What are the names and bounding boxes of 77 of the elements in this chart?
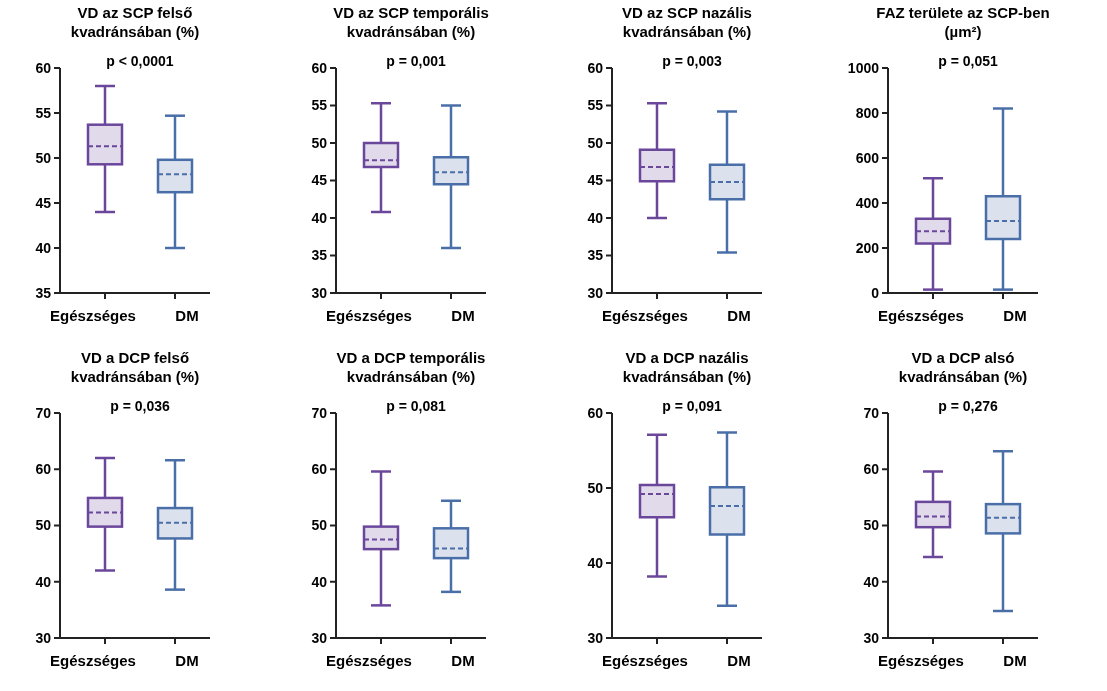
x-tick-label: Egészséges xyxy=(602,652,688,669)
y-tick-label: 60 xyxy=(311,461,328,478)
y-tick-label: 50 xyxy=(311,134,328,151)
y-tick-label: 50 xyxy=(35,149,52,166)
y-tick-label: 40 xyxy=(863,573,880,590)
x-tick-label: DM xyxy=(727,307,751,324)
x-tick-label: Egészséges xyxy=(878,307,964,324)
y-tick-label: 400 xyxy=(855,194,880,211)
y-tick-label: 70 xyxy=(863,404,880,421)
y-tick-label: 40 xyxy=(587,554,604,571)
x-tick-label: Egészséges xyxy=(50,307,136,324)
x-tick-label: DM xyxy=(451,307,475,324)
annotation: p < 0,0001 xyxy=(106,53,174,69)
y-tick-label: 30 xyxy=(863,629,880,646)
annotation: p = 0,003 xyxy=(662,53,722,69)
y-tick-label: 30 xyxy=(587,629,604,646)
y-tick-label: 200 xyxy=(855,239,880,256)
y-tick-label: 35 xyxy=(35,284,52,301)
y-tick-label: 40 xyxy=(311,209,328,226)
chart-title: VD a DCP felső kvadránsában (%) xyxy=(70,349,200,385)
y-tick-label: 55 xyxy=(311,97,328,114)
y-tick-label: 60 xyxy=(587,59,604,76)
annotation: p = 0,276 xyxy=(938,398,998,414)
x-tick-label: DM xyxy=(1003,652,1027,669)
y-tick-label: 60 xyxy=(35,59,52,76)
chart-title: VD a DCP alsó kvadránsában (%) xyxy=(898,349,1028,385)
y-tick-label: 40 xyxy=(587,209,604,226)
chart-title: FAZ területe az SCP-ben (µm²) xyxy=(876,4,1050,40)
x-tick-label: DM xyxy=(727,652,751,669)
x-tick-label: DM xyxy=(1003,307,1027,324)
y-tick-label: 30 xyxy=(35,629,52,646)
x-tick-label: Egészséges xyxy=(602,307,688,324)
annotation: p = 0,081 xyxy=(386,398,446,414)
annotation: p = 0,001 xyxy=(386,53,446,69)
y-tick-label: 50 xyxy=(35,517,52,534)
y-tick-label: 55 xyxy=(587,97,604,114)
x-tick-label: DM xyxy=(175,652,199,669)
y-tick-label: 60 xyxy=(587,404,604,421)
y-tick-label: 60 xyxy=(35,461,52,478)
chart-title: VD a DCP nazális kvadránsában (%) xyxy=(622,349,752,385)
chart-title: VD az SCP nazális kvadránsában (%) xyxy=(622,4,752,40)
x-tick-label: Egészséges xyxy=(326,652,412,669)
x-tick-label: Egészséges xyxy=(878,652,964,669)
y-tick-label: 60 xyxy=(863,461,880,478)
chart-title: VD az SCP felső kvadránsában (%) xyxy=(70,4,200,40)
y-tick-label: 60 xyxy=(311,59,328,76)
y-tick-label: 30 xyxy=(311,284,328,301)
x-tick-label: DM xyxy=(451,652,475,669)
y-tick-label: 800 xyxy=(855,104,880,121)
y-tick-label: 50 xyxy=(863,517,880,534)
chart-title: VD az SCP temporális kvadránsában (%) xyxy=(333,4,489,40)
y-tick-label: 35 xyxy=(311,247,328,264)
x-tick-label: Egészséges xyxy=(50,652,136,669)
y-tick-label: 45 xyxy=(311,172,328,189)
y-tick-label: 0 xyxy=(871,284,880,301)
y-tick-label: 40 xyxy=(311,573,328,590)
y-tick-label: 70 xyxy=(35,404,52,421)
chart-title: VD a DCP temporális kvadránsában (%) xyxy=(336,349,486,385)
y-tick-label: 1000 xyxy=(847,59,880,76)
y-tick-label: 45 xyxy=(35,194,52,211)
x-tick-label: DM xyxy=(175,307,199,324)
y-tick-label: 50 xyxy=(587,479,604,496)
y-tick-label: 50 xyxy=(311,517,328,534)
y-tick-label: 30 xyxy=(587,284,604,301)
y-tick-label: 35 xyxy=(587,247,604,264)
y-tick-label: 30 xyxy=(311,629,328,646)
y-tick-label: 40 xyxy=(35,573,52,590)
y-tick-label: 50 xyxy=(587,134,604,151)
annotation: p = 0,091 xyxy=(662,398,722,414)
y-tick-label: 40 xyxy=(35,239,52,256)
y-tick-label: 600 xyxy=(855,149,880,166)
x-tick-label: Egészséges xyxy=(326,307,412,324)
y-tick-label: 45 xyxy=(587,172,604,189)
y-tick-label: 55 xyxy=(35,104,52,121)
y-tick-label: 70 xyxy=(311,404,328,421)
annotation: p = 0,036 xyxy=(110,398,170,414)
annotation: p = 0,051 xyxy=(938,53,998,69)
